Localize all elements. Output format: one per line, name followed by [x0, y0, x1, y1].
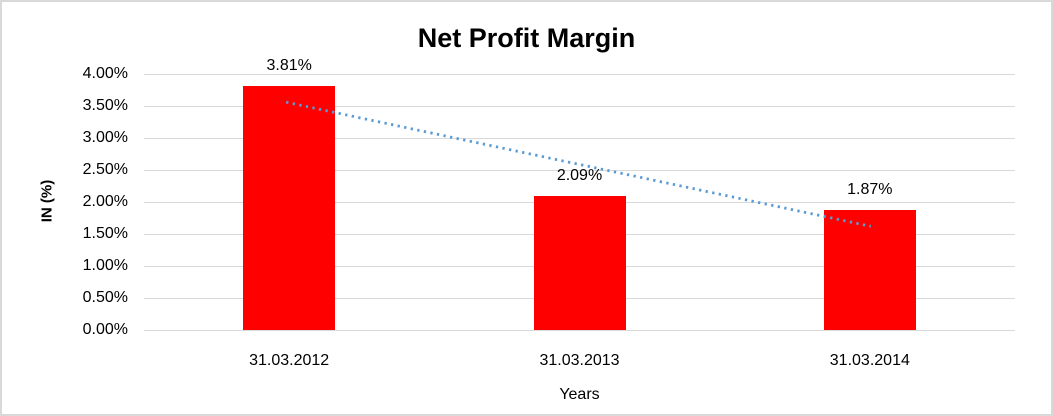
y-tick-label: 2.50%	[82, 161, 128, 178]
x-axis: 31.03.2012 31.03.2013 31.03.2014	[144, 351, 1015, 371]
y-tick-label: 3.50%	[82, 97, 128, 114]
gridline	[144, 329, 1015, 331]
data-label: 1.87%	[847, 181, 893, 199]
y-tick-label: 1.50%	[82, 225, 128, 242]
gridline	[144, 73, 1015, 75]
y-tick-label: 0.00%	[82, 321, 128, 338]
x-axis-title: Years	[559, 386, 600, 403]
category-label: 31.03.2012	[249, 352, 330, 369]
bar	[243, 86, 336, 330]
bar	[533, 196, 626, 330]
y-axis: 0.00% 0.50% 1.00% 1.50% 2.00% 2.50% 3.00% 3.50%…	[2, 65, 128, 338]
plot-area: 3.81% 2.09% 1.87%	[144, 57, 1015, 331]
bar	[823, 210, 916, 330]
y-tick-label: 3.00%	[82, 129, 128, 146]
y-tick-label: 0.50%	[82, 289, 128, 306]
chart-title: Net Profit Margin	[417, 23, 636, 53]
y-tick-label: 1.00%	[82, 257, 128, 274]
y-tick-label: 4.00%	[82, 65, 128, 82]
category-label: 31.03.2013	[539, 352, 620, 369]
data-label: 3.81%	[266, 57, 312, 75]
category-label: 31.03.2014	[829, 352, 910, 369]
y-tick-label: 2.00%	[82, 193, 128, 210]
data-label: 2.09%	[556, 167, 603, 185]
